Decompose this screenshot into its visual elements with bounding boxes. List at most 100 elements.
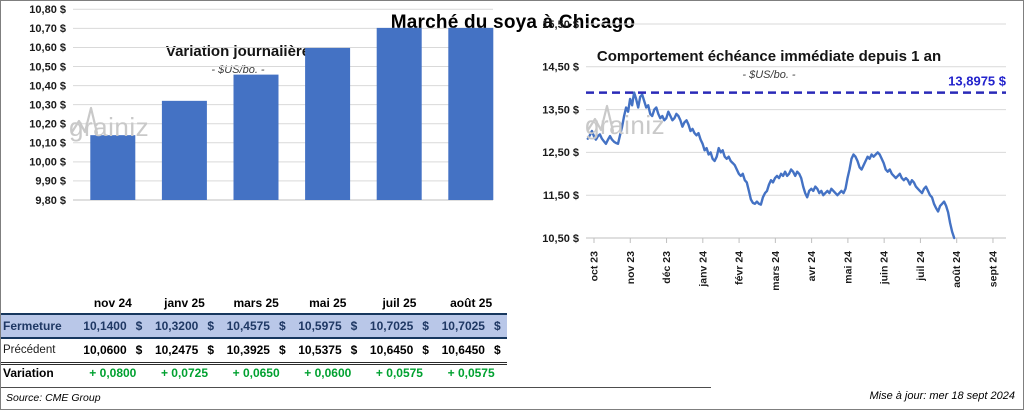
y-axis-tick-label: 11,50 $ (543, 190, 579, 202)
y-axis-tick-label: 10,00 $ (29, 157, 66, 169)
x-axis-tick-label: avr 24 (806, 251, 818, 282)
x-axis-tick-label: mai 24 (842, 251, 854, 284)
cell-variation: + 0,0800 (77, 363, 149, 381)
row-label: Variation (3, 365, 54, 380)
column-header-mai 25: mai 25 (291, 292, 364, 315)
x-axis-tick-label: août 24 (951, 251, 963, 288)
price-table-head: nov 24 janv 25 mars 25 mai 25 juil 25 août 25 (1, 292, 507, 315)
x-axis-tick-label: févr 24 (734, 251, 746, 285)
y-axis-tick-label: 10,40 $ (29, 80, 66, 92)
cell-number: 10,7025 (369, 319, 414, 333)
currency-symbol: $ (207, 343, 215, 358)
bar-juil 25 (376, 27, 422, 200)
x-axis-tick-label: mars 24 (770, 251, 782, 291)
table-row-variation: Variation + 0,0800 + 0,0725 + 0,0650 + 0,060… (1, 363, 507, 381)
cell-precedent: 10,6450 $ (435, 338, 507, 363)
bar-nov 24 (90, 135, 136, 200)
cell-precedent: 10,3925 $ (220, 338, 292, 363)
column-header-janv 25: janv 25 (148, 292, 221, 315)
cell-precedent: 10,0600 $ (77, 338, 149, 363)
cell-number: 10,3200 (154, 319, 199, 333)
currency-symbol: $ (422, 343, 429, 358)
currency-symbol: $ (493, 343, 501, 358)
cell-variation: + 0,0725 (149, 363, 221, 381)
row-label: Fermeture (3, 319, 62, 333)
row-label: Précédent (3, 344, 56, 357)
cell-fermeture: 10,7025 $ (364, 314, 436, 338)
y-axis-tick-label: 10,20 $ (29, 119, 66, 131)
cell-number: 10,4575 (226, 319, 270, 333)
table-row-precedent: Précédent 10,0600 $10,2475 $10,3925 $10,5375… (1, 338, 507, 363)
cell-fermeture: 10,7025 $ (435, 314, 507, 338)
x-axis-tick-label: déc 23 (661, 251, 673, 284)
line-chart: 15,50 $ 14,50 $ 13,50 $ 12,50 $ 11,50 $ 10,50… (542, 19, 1007, 291)
column-header-août 25: août 25 (435, 292, 507, 315)
y-axis-tick-label: 9,80 $ (35, 195, 66, 207)
table-header-row: nov 24 janv 25 mars 25 mai 25 juil 25 août 25 (1, 292, 507, 315)
cell-fermeture: 10,1400 $ (77, 314, 149, 338)
price-table-body: Fermeture 10,1400 $10,3200 $10,4575 $10,5975… (1, 314, 507, 381)
y-axis-tick-label: 9,90 $ (35, 176, 66, 188)
cell-number: 10,6450 (441, 343, 485, 358)
cell-fermeture: 10,4575 $ (220, 314, 292, 338)
x-axis-tick-label: juil 24 (915, 251, 927, 282)
bar-chart: 10,80 $ 10,70 $ 10,60 $ 10,50 $ 10,40 $ 10,30… (29, 4, 494, 207)
x-axis-tick-label: juin 24 (879, 251, 891, 285)
cell-number: 10,0600 (83, 343, 127, 358)
cell-number: + 0,0725 (160, 365, 208, 380)
y-axis-tick-label: 13,50 $ (542, 104, 579, 116)
currency-symbol: $ (350, 319, 358, 333)
line-chart-title: Comportement échéance immédiate depuis 1… (596, 48, 942, 65)
y-axis-tick-label: 14,50 $ (542, 62, 579, 74)
cell-variation: + 0,0600 (292, 363, 364, 381)
currency-symbol: $ (350, 343, 358, 358)
cell-number: 10,5975 (298, 319, 342, 333)
column-header-mars 25: mars 25 (220, 292, 292, 315)
cell-variation: + 0,0650 (220, 363, 292, 381)
bar-janv 25 (161, 100, 207, 200)
cell-fermeture: 10,5975 $ (292, 314, 364, 338)
currency-symbol: $ (278, 319, 286, 333)
page-title: Marché du soya à Chicago (390, 12, 636, 33)
x-axis-tick-label: janv 24 (697, 251, 709, 288)
cell-precedent: 10,2475 $ (149, 338, 221, 363)
cell-number: + 0,0575 (375, 365, 423, 380)
line-chart-subtitle: - $US/bo. - (742, 69, 796, 81)
cell-number: + 0,0600 (304, 365, 352, 380)
x-axis-tick-label: oct 23 (589, 251, 601, 282)
footer-divider (1, 387, 711, 388)
bar-août 25 (448, 27, 494, 200)
currency-symbol: $ (422, 319, 429, 333)
y-axis-tick-label: 10,60 $ (29, 42, 66, 54)
cell-precedent: 10,5375 $ (292, 338, 364, 363)
y-axis-tick-label: 12,50 $ (542, 147, 579, 159)
cell-number: 10,6450 (369, 343, 414, 358)
y-axis-tick-label: 10,80 $ (29, 4, 66, 16)
x-axis-tick-label: sept 24 (987, 251, 999, 287)
cell-number: 10,2475 (154, 343, 199, 358)
reference-line-label: 13,8975 $ (948, 74, 1007, 89)
column-header-nov 24: nov 24 (77, 292, 149, 315)
cell-number: 10,1400 (83, 319, 127, 333)
y-axis-tick-label: 10,30 $ (29, 99, 66, 111)
currency-symbol: $ (207, 319, 215, 333)
bar-mars 25 (233, 74, 279, 200)
y-axis-tick-label: 10,50 $ (29, 61, 66, 73)
y-axis-tick-label: 15,50 $ (542, 19, 579, 31)
x-axis-tick-label: nov 23 (625, 251, 637, 284)
cell-number: 10,3925 (226, 343, 270, 358)
currency-symbol: $ (135, 343, 143, 358)
cell-number: + 0,0800 (89, 365, 137, 380)
price-table: nov 24 janv 25 mars 25 mai 25 juil 25 août 25… (1, 292, 507, 381)
cell-number: + 0,0575 (447, 365, 495, 380)
currency-symbol: $ (135, 319, 143, 333)
y-axis-tick-label: 10,50 $ (542, 233, 579, 245)
cell-number: + 0,0650 (232, 365, 280, 380)
table-corner-cell (1, 292, 77, 315)
bar-mai 25 (305, 47, 351, 201)
currency-symbol: $ (278, 343, 286, 358)
cell-number: 10,7025 (441, 319, 485, 333)
price-line-series (586, 91, 956, 240)
cell-number: 10,5375 (298, 343, 342, 358)
